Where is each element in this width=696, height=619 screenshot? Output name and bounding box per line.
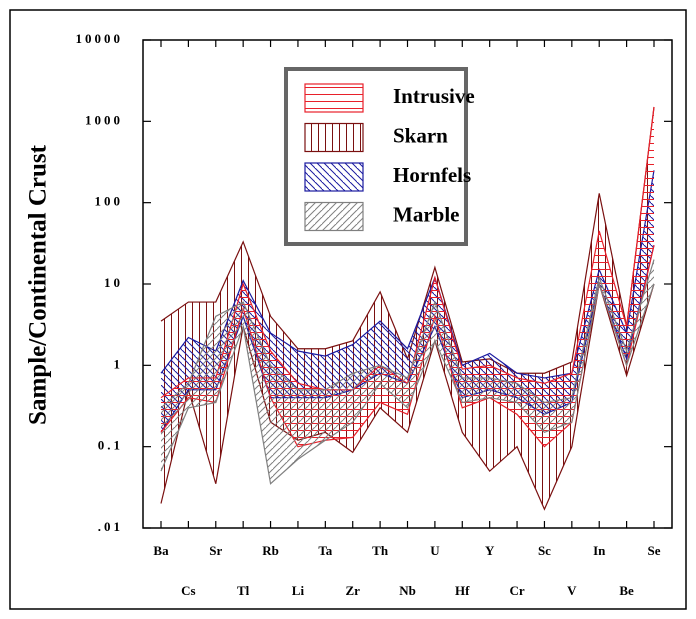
x-tick-label: Li: [292, 583, 305, 598]
x-tick-label: In: [593, 543, 606, 558]
x-tick-label: Sr: [209, 543, 222, 558]
legend-label: Skarn: [393, 123, 448, 147]
legend-label: Hornfels: [393, 163, 471, 187]
legend-swatch: [304, 122, 364, 153]
x-tick-label: U: [430, 543, 440, 558]
x-tick-label: Th: [372, 543, 389, 558]
x-tick-label: Ba: [153, 543, 169, 558]
x-tick-label: Rb: [262, 543, 279, 558]
outer-frame: [9, 9, 687, 610]
x-tick-label: Sc: [538, 543, 551, 558]
x-tick-label: V: [567, 583, 577, 598]
x-tick-label: Zr: [345, 583, 360, 598]
y-tick-label: 10000: [76, 31, 124, 46]
y-tick-label: 1: [114, 356, 124, 371]
legend-swatch: [304, 162, 364, 192]
legend-label: Intrusive: [393, 84, 475, 108]
legend-swatch: [304, 83, 364, 113]
y-tick-label: .01: [98, 519, 123, 534]
y-tick-label: 1000: [85, 112, 123, 127]
range-min-line: [160, 281, 655, 485]
x-tick-label: Ta: [318, 543, 332, 558]
legend-swatch: [304, 201, 364, 232]
range-area: [161, 259, 654, 484]
y-tick-label: 100: [95, 194, 124, 209]
x-tick-label: Cs: [181, 583, 195, 598]
legend-label: Marble: [393, 202, 459, 226]
x-tick-label: Hf: [455, 583, 470, 598]
x-tick-label: Tl: [237, 583, 250, 598]
y-axis-label: Sample/Continental Crust: [25, 144, 52, 425]
y-tick-label: 10: [104, 275, 123, 290]
x-tick-label: Cr: [509, 583, 524, 598]
range-max-line: [160, 259, 655, 409]
x-tick-label: Y: [485, 543, 495, 558]
y-tick-label: 0.1: [98, 438, 123, 453]
x-tick-label: Nb: [399, 583, 416, 598]
x-tick-label: Se: [648, 543, 661, 558]
x-tick-label: Be: [619, 583, 634, 598]
